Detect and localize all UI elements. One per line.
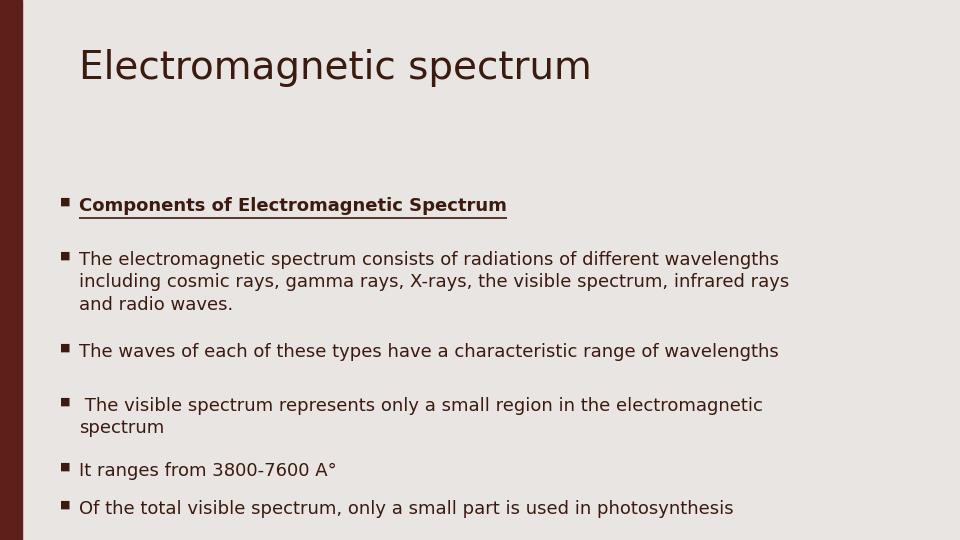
- Text: Of the total visible spectrum, only a small part is used in photosynthesis: Of the total visible spectrum, only a sm…: [79, 500, 733, 517]
- Bar: [0, 0, 22, 540]
- Text: The electromagnetic spectrum consists of radiations of different wavelengths
inc: The electromagnetic spectrum consists of…: [79, 251, 789, 314]
- Text: The waves of each of these types have a characteristic range of wavelengths: The waves of each of these types have a …: [79, 343, 779, 361]
- Text: ■: ■: [60, 251, 70, 261]
- Text: Components of Electromagnetic Spectrum: Components of Electromagnetic Spectrum: [79, 197, 507, 215]
- Text: ■: ■: [60, 462, 70, 472]
- Text: ■: ■: [60, 500, 70, 510]
- Text: It ranges from 3800-7600 A°: It ranges from 3800-7600 A°: [79, 462, 336, 480]
- Text: ■: ■: [60, 397, 70, 407]
- Text: The visible spectrum represents only a small region in the electromagnetic
spect: The visible spectrum represents only a s…: [79, 397, 762, 437]
- Text: ■: ■: [60, 197, 70, 207]
- Text: ■: ■: [60, 343, 70, 353]
- Text: Electromagnetic spectrum: Electromagnetic spectrum: [79, 49, 591, 86]
